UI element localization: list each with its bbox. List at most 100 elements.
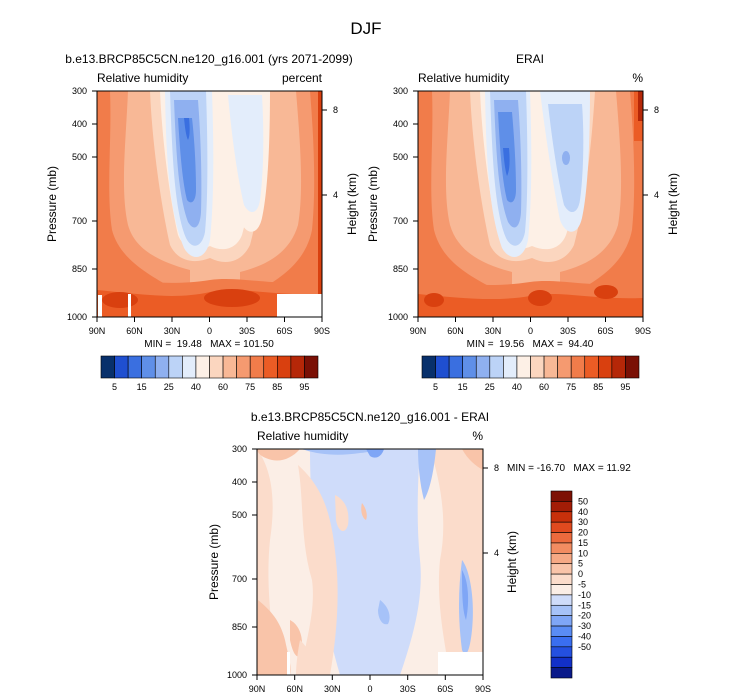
- colorbar-label: 50: [578, 496, 588, 506]
- x-tick: 30S: [239, 326, 255, 336]
- panel-erai-contours: [418, 91, 643, 317]
- x-tick: 60N: [286, 684, 303, 694]
- colorbar-box: [550, 542, 573, 554]
- colorbar-box: [435, 355, 450, 379]
- colorbar-label: 15: [458, 382, 468, 392]
- y-tick: 850: [393, 264, 408, 274]
- colorbar-label: 5: [433, 382, 438, 392]
- y2-tick: 8: [494, 463, 499, 473]
- y-tick: 300: [393, 86, 408, 96]
- panel-model-contours: [97, 91, 322, 317]
- x-tick: 90N: [89, 326, 106, 336]
- colorbar-box: [570, 355, 586, 379]
- colorbar-box: [127, 355, 142, 379]
- panel-model-title: b.e13.BRCP85C5CN.ne120_g16.001 (yrs 2071…: [65, 52, 353, 66]
- panel-erai-y2label: Height (km): [666, 173, 680, 235]
- y-tick: 700: [72, 216, 87, 226]
- panel-model-ylabel: Pressure (mb): [45, 166, 59, 242]
- colorbar-box: [550, 646, 573, 658]
- colorbar-box: [222, 355, 237, 379]
- y-tick: 400: [393, 119, 408, 129]
- colorbar-box: [168, 355, 183, 379]
- colorbar-box: [236, 355, 251, 379]
- y2-tick: 4: [654, 190, 659, 200]
- x-tick: 90N: [410, 326, 427, 336]
- colorbar-box: [448, 355, 463, 379]
- x-tick: 30N: [324, 684, 341, 694]
- colorbar-label: 60: [539, 382, 549, 392]
- colorbar-label: -20: [578, 611, 591, 621]
- colorbar-box: [475, 355, 491, 379]
- y-tick: 500: [232, 510, 247, 520]
- panel-model-x-axis: 90N 60N 30N 0 30S 60S 90S: [89, 317, 330, 336]
- panel-diff-left-string: Relative humidity: [257, 429, 348, 443]
- y-tick: 300: [232, 444, 247, 454]
- y2-tick: 4: [494, 548, 499, 558]
- y-tick: 500: [72, 152, 87, 162]
- panel-erai-right-string: %: [632, 71, 643, 85]
- panel-diff-stats: MIN = -16.70 MAX = 11.92: [507, 463, 631, 474]
- colorbar-box: [550, 615, 573, 627]
- colorbar-box: [503, 355, 518, 379]
- colorbar-box: [114, 355, 129, 379]
- panel-erai: ERAI Relative humidity %: [366, 52, 680, 392]
- figure-title: DJF: [350, 19, 381, 38]
- colorbar-box: [489, 355, 504, 379]
- colorbar-box: [141, 355, 156, 379]
- colorbar-box: [550, 604, 573, 616]
- x-tick: 30S: [400, 684, 416, 694]
- colorbar-label: 15: [578, 538, 588, 548]
- colorbar-box: [550, 594, 573, 606]
- y-tick: 700: [393, 216, 408, 226]
- colorbar-box: [550, 511, 573, 523]
- panel-model-right-string: percent: [282, 71, 323, 85]
- colorbar-label: 40: [191, 382, 201, 392]
- panel-diff-contours: [257, 449, 483, 675]
- x-tick: 90N: [249, 684, 266, 694]
- x-tick: 30S: [560, 326, 576, 336]
- panel-diff-ylabel: Pressure (mb): [207, 524, 221, 600]
- x-tick: 0: [528, 326, 533, 336]
- y-tick: 400: [232, 477, 247, 487]
- colorbar-label: 95: [620, 382, 630, 392]
- x-tick: 60S: [276, 326, 292, 336]
- colorbar-label: 60: [218, 382, 228, 392]
- x-tick: 30N: [164, 326, 181, 336]
- colorbar-label: 85: [272, 382, 282, 392]
- colorbar-label: -15: [578, 600, 591, 610]
- y2-tick: 8: [654, 105, 659, 115]
- panel-erai-stats: MIN = 19.56 MAX = 94.40: [467, 339, 594, 350]
- x-tick: 60N: [126, 326, 143, 336]
- colorbar-box: [550, 656, 573, 668]
- panel-model-left-string: Relative humidity: [97, 71, 188, 85]
- colorbar-label: 25: [485, 382, 495, 392]
- colorbar-label: -5: [578, 580, 586, 590]
- colorbar-box: [290, 355, 305, 379]
- x-tick: 60N: [447, 326, 464, 336]
- colorbar-box: [550, 501, 573, 513]
- panel-erai-title: ERAI: [516, 52, 544, 66]
- colorbar-box: [249, 355, 265, 379]
- colorbar-label: 10: [578, 548, 588, 558]
- colorbar-box: [550, 584, 573, 596]
- colorbar-box: [263, 355, 278, 379]
- colorbar-label: -30: [578, 621, 591, 631]
- panel-diff: b.e13.BRCP85C5CN.ne120_g16.001 - ERAI Re…: [207, 410, 631, 694]
- colorbar-box: [550, 625, 573, 637]
- colorbar-label: 95: [299, 382, 309, 392]
- colorbar-box: [550, 490, 573, 502]
- colorbar-box: [584, 355, 599, 379]
- y-tick: 1000: [227, 670, 247, 680]
- colorbar-box: [625, 355, 640, 379]
- colorbar-label: 5: [578, 559, 583, 569]
- x-tick: 90S: [314, 326, 330, 336]
- y-tick: 400: [72, 119, 87, 129]
- panel-erai-y-axis: 300 400 500 700 850 1000 Pressure (mb): [366, 86, 418, 322]
- x-tick: 30N: [485, 326, 502, 336]
- colorbar-label: 75: [566, 382, 576, 392]
- colorbar-label: -10: [578, 590, 591, 600]
- colorbar-label: 40: [512, 382, 522, 392]
- colorbar-box: [182, 355, 197, 379]
- colorbar-box: [550, 636, 573, 648]
